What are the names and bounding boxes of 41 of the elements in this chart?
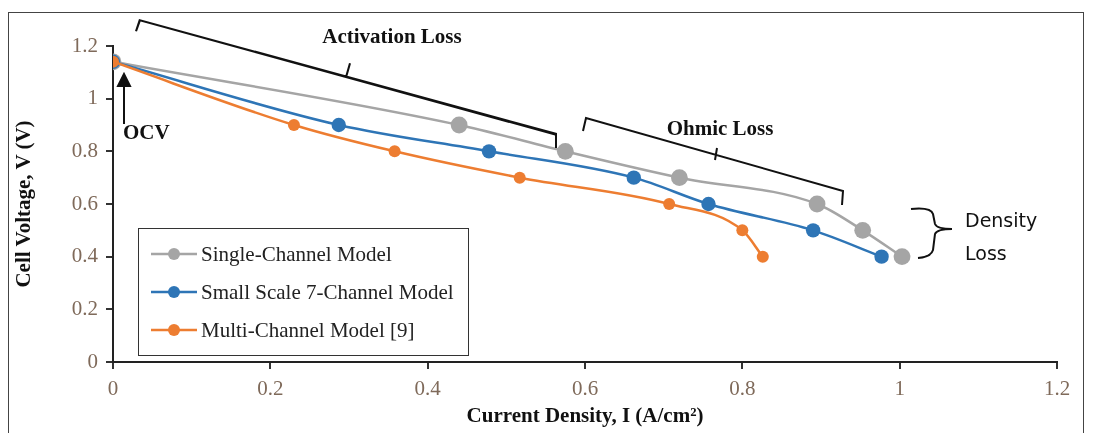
annotation: Ohmic Loss [666, 116, 774, 141]
point [701, 196, 716, 212]
point [556, 142, 574, 160]
point [663, 198, 676, 210]
legend-label: Single-Channel Model [201, 241, 392, 267]
x-axis-title: Current Density, I (A/cm²) [466, 402, 704, 427]
annotation: Activation Loss [322, 24, 462, 49]
y-tick-label: 0.4 [71, 243, 99, 268]
y-tick-label: 1.2 [71, 32, 98, 57]
annotation: OCV [123, 120, 170, 145]
x-tick-label: 0.2 [257, 376, 284, 401]
y-axis-title: Cell Voltage, V (V) [11, 120, 36, 288]
y-tick-label: 1 [87, 85, 98, 110]
annotation: Density Loss [965, 208, 1038, 264]
point [671, 169, 688, 187]
point [513, 171, 526, 184]
x-tick-label: 1 [894, 376, 905, 401]
point [808, 195, 826, 213]
x-tick-label: 0.6 [571, 376, 599, 401]
y-tick-label: 0.8 [71, 137, 98, 162]
point [756, 250, 769, 263]
point [331, 117, 346, 133]
point [736, 224, 749, 237]
y-tick-label: 0 [87, 348, 98, 373]
point [805, 223, 821, 238]
point [388, 145, 401, 158]
y-tick-label: 0.2 [71, 295, 98, 320]
point [874, 249, 889, 264]
y-tick-label: 0.6 [71, 190, 98, 215]
legend-label: Multi-Channel Model [9] [201, 317, 415, 343]
point [287, 119, 300, 131]
legend-label: Small Scale 7-Channel Model [201, 279, 454, 305]
point [854, 221, 872, 239]
point [893, 248, 911, 266]
point [450, 116, 468, 134]
x-tick-label: 0.8 [729, 376, 756, 401]
point [626, 170, 641, 185]
x-tick-label: 0 [107, 376, 119, 401]
x-tick-label: 0.4 [414, 376, 442, 401]
x-tick-label: 1.2 [1043, 376, 1071, 401]
point [481, 144, 497, 159]
